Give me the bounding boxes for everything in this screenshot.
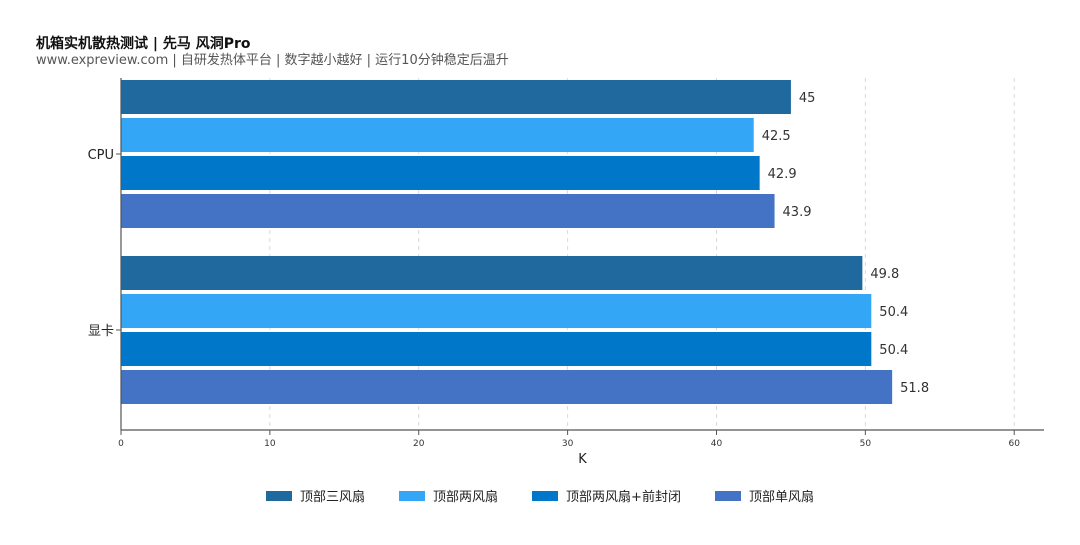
x-axis-title: K <box>578 452 587 467</box>
legend-swatch <box>714 490 741 501</box>
x-tick-label: 40 <box>711 439 723 449</box>
bar <box>121 256 863 290</box>
x-tick-label: 50 <box>860 439 872 449</box>
legend-label: 顶部两风扇 <box>433 490 499 505</box>
legend-swatch <box>399 490 426 501</box>
bar-value-label: 50.4 <box>879 343 908 358</box>
chart-subtitle: www.expreview.com | 自研发热体平台 | 数字越小越好 | 运… <box>36 53 509 68</box>
bar <box>121 118 754 152</box>
x-tick-label: 60 <box>1008 439 1020 449</box>
axes: 0 10 20 30 40 50 60 CPU 显卡 K <box>88 78 1044 467</box>
legend-swatch <box>532 490 559 501</box>
bar-value-label: 51.8 <box>900 381 929 396</box>
bar <box>121 156 760 190</box>
x-tick-label: 10 <box>264 439 276 449</box>
legend-item-top-two-fans: 顶部两风扇 <box>399 486 498 505</box>
bar <box>121 332 872 366</box>
legend-label: 顶部三风扇 <box>300 490 366 505</box>
bar-value-label: 42.9 <box>768 167 797 182</box>
bar-value-label: 43.9 <box>783 205 812 220</box>
legend: 顶部三风扇 顶部两风扇 顶部两风扇+前封闭 顶部单风扇 <box>0 486 1080 505</box>
x-tick-label: 30 <box>562 439 574 449</box>
x-tick-label: 20 <box>413 439 425 449</box>
bar <box>121 370 893 404</box>
bar-value-label: 42.5 <box>762 129 791 144</box>
legend-item-top-single-fan: 顶部单风扇 <box>714 486 814 505</box>
bar <box>121 80 791 114</box>
bar-value-label: 50.4 <box>879 305 908 320</box>
legend-label: 顶部单风扇 <box>748 490 814 505</box>
bar-value-label: 49.8 <box>870 267 899 282</box>
legend-label: 顶部两风扇+前封闭 <box>566 490 681 505</box>
category-label: 显卡 <box>88 324 114 339</box>
bar-value-label: 45 <box>799 91 816 106</box>
bars: 45 49.8 42.5 50.4 42.9 50.4 43.9 51.8 <box>121 80 929 404</box>
bar <box>121 294 872 328</box>
category-label: CPU <box>88 148 114 163</box>
legend-swatch <box>266 490 293 501</box>
legend-item-top-three-fans: 顶部三风扇 <box>266 486 365 505</box>
bar <box>121 194 775 228</box>
chart-title: 机箱实机散热测试 | 先马 风洞Pro <box>36 36 251 52</box>
x-tick-label: 0 <box>118 439 124 449</box>
legend-item-top-two-fans-front-closed: 顶部两风扇+前封闭 <box>532 486 681 505</box>
